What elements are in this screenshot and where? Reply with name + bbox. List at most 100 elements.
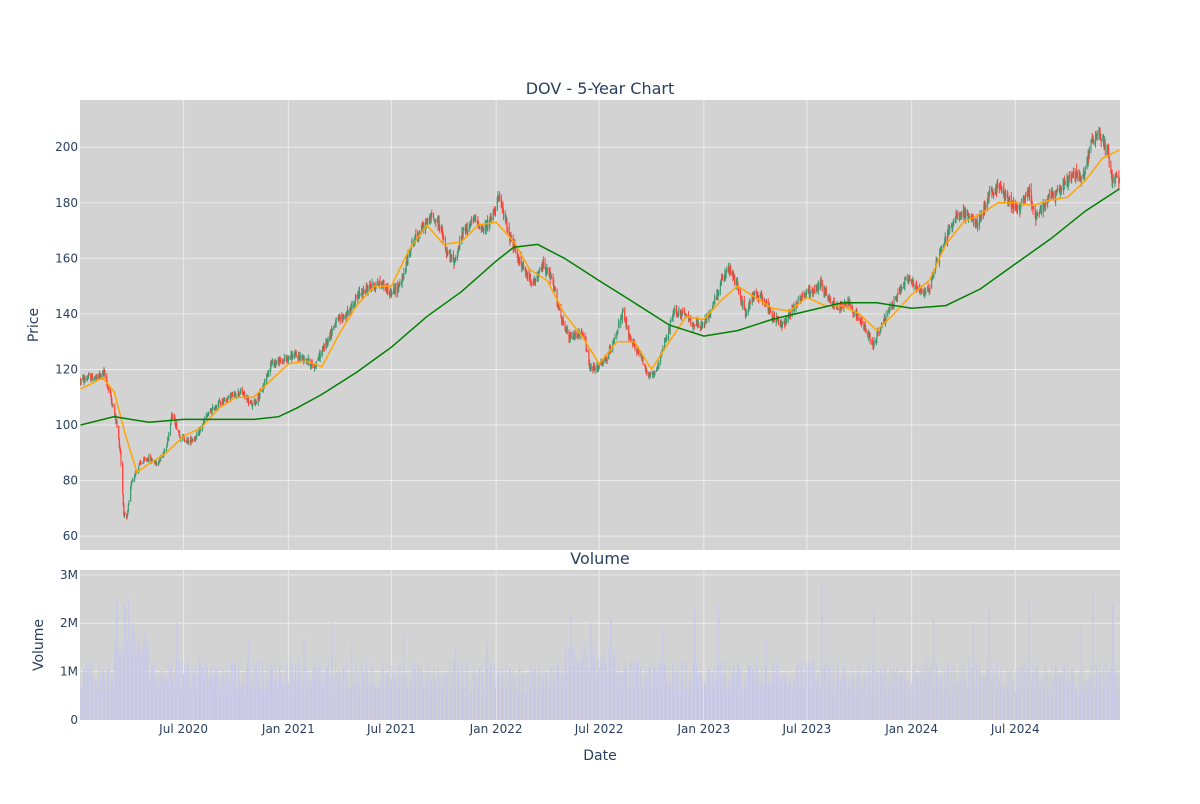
candle-856	[762, 295, 763, 306]
candle-body	[490, 216, 491, 217]
candle-body	[826, 289, 827, 296]
candle-581	[543, 256, 544, 269]
candle-396	[395, 283, 396, 297]
candle-1161	[1005, 189, 1006, 201]
candle-1276	[1097, 130, 1098, 141]
candle-306	[324, 344, 325, 352]
candle-body	[1039, 211, 1040, 213]
volume-bar-676	[619, 676, 620, 720]
candle-body	[439, 228, 440, 229]
volume-bar-336	[348, 690, 349, 720]
volume-bar-566	[531, 686, 532, 720]
volume-bar-956	[842, 671, 843, 720]
candle-body	[503, 210, 504, 217]
candle-671	[615, 333, 616, 339]
candle-body	[120, 453, 121, 463]
candle-body	[81, 379, 82, 381]
volume-bar-176	[220, 693, 221, 720]
candle-body	[539, 270, 540, 272]
volume-bar-191	[232, 660, 233, 720]
candle-271	[296, 350, 297, 357]
candle-body	[116, 421, 117, 426]
candle-246	[276, 360, 277, 365]
candle-body	[527, 273, 528, 279]
candle-body	[144, 459, 145, 460]
candle-body	[282, 362, 283, 363]
candle-551	[519, 257, 520, 266]
candle-body	[630, 339, 631, 340]
price-y-tick-80: 80	[63, 474, 78, 488]
candle-body	[1037, 213, 1038, 215]
candle-body	[431, 214, 432, 215]
candle-body	[862, 321, 863, 324]
candle-body	[114, 407, 115, 415]
candle-711	[646, 370, 647, 376]
volume-bar-596	[555, 689, 556, 720]
candle-body	[112, 406, 113, 407]
candle-body	[519, 257, 520, 261]
volume-bar-831	[742, 690, 743, 720]
candle-1046	[913, 283, 914, 290]
candle-1303	[1119, 178, 1120, 184]
price-y-tick-160: 160	[55, 251, 78, 265]
candle-body	[634, 345, 635, 350]
candle-31	[104, 370, 105, 379]
volume-bar-411	[407, 685, 408, 720]
candle-body	[1081, 180, 1082, 181]
volume-bar-476	[459, 692, 460, 720]
volume-bar-671	[615, 663, 616, 720]
volume-bar-321	[336, 672, 337, 720]
candle-body	[907, 278, 908, 279]
candle-body	[985, 205, 986, 207]
candle-body	[132, 479, 133, 481]
price-y-tick-140: 140	[55, 307, 78, 321]
candle-77	[142, 463, 143, 464]
volume-bar-101	[160, 670, 161, 720]
candle-1271	[1093, 135, 1094, 145]
candle-840	[749, 298, 750, 309]
candle-body	[1032, 207, 1033, 208]
candle-body	[348, 310, 349, 315]
candle-489	[470, 221, 471, 228]
candle-141	[192, 439, 193, 443]
candle-body	[887, 313, 888, 314]
price-y-tick-60: 60	[63, 529, 78, 543]
candle-591	[551, 274, 552, 280]
candle-body	[435, 221, 436, 223]
candle-350	[359, 287, 360, 300]
candle-1280	[1100, 133, 1101, 138]
candle-707	[644, 363, 645, 366]
candle-321	[336, 317, 337, 328]
candle-body	[806, 291, 807, 296]
candle-body	[969, 217, 970, 218]
candle-body	[925, 288, 926, 290]
candle-221	[256, 401, 257, 404]
candle-body	[1001, 190, 1002, 193]
volume-bar-226	[260, 690, 261, 720]
candle-body	[786, 320, 787, 324]
candle-body	[953, 220, 954, 223]
volume-bar-496	[475, 675, 476, 720]
candle-701	[638, 351, 639, 357]
candle-body	[607, 360, 608, 361]
candle-414	[410, 250, 411, 256]
volume-bar-56	[125, 604, 126, 720]
volume-bar-241	[272, 668, 273, 720]
candle-36	[108, 387, 109, 393]
candle-body	[646, 372, 647, 374]
candle-1066	[929, 284, 930, 293]
candle-body	[502, 207, 503, 208]
volume-bar-946	[834, 680, 835, 720]
candle-376	[379, 276, 380, 287]
candle-body	[280, 360, 281, 361]
volume-bar-346	[356, 662, 357, 720]
candle-body	[1053, 193, 1054, 195]
candle-body	[110, 391, 111, 396]
candle-253	[282, 361, 283, 363]
volume-bar-871	[774, 672, 775, 720]
volume-bar-881	[782, 678, 783, 720]
candle-946	[834, 297, 835, 310]
candle-356	[364, 289, 365, 294]
candle-866	[770, 308, 771, 313]
volume-bar-296	[316, 678, 317, 720]
